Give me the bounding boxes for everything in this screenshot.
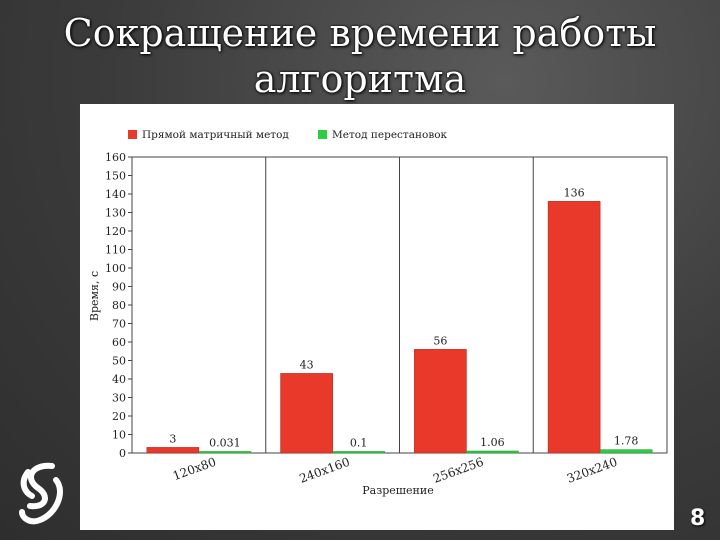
bar [547,201,601,454]
legend-entry: Метод перестановок [332,129,448,141]
bar [466,450,519,454]
data-label: 0.1 [350,437,368,450]
y-tick-label: 110 [105,244,126,257]
x-axis-label: Разрешение [362,484,433,497]
x-tick-label: 240x160 [297,455,351,486]
bar [414,349,467,454]
y-tick-label: 150 [105,170,126,183]
chart-panel: Время, с Разрешение 0 10 20 30 40 50 60 70 80 90 1… [80,104,674,530]
y-tick-label: 40 [112,373,126,386]
page-number: 8 [690,506,706,531]
bar [146,447,200,454]
data-label: 1.78 [614,435,639,448]
x-tick-label: 120x80 [171,455,218,484]
y-tick-label: 10 [112,429,126,442]
bar [280,373,333,454]
y-tick-label: 160 [105,151,126,164]
y-tick-label: 50 [112,355,126,368]
y-tick-label: 80 [112,299,126,312]
data-label: 0.031 [209,437,241,450]
y-tick-label: 100 [105,262,126,275]
y-tick-label: 130 [105,207,126,220]
x-tick-label: 256x256 [431,455,485,486]
data-label: 56 [433,334,447,347]
bar [198,451,252,454]
legend-swatch [318,130,327,139]
bar-chart: Время, с Разрешение 0 10 20 30 40 50 60 70 80 90 1… [88,129,668,497]
legend-entry: Прямой матричный метод [142,129,289,141]
y-axis-label: Время, с [88,271,101,321]
y-tick-label: 60 [112,336,126,349]
slide-title-line-2: алгоритма [253,57,467,101]
y-tick-label: 70 [112,318,126,331]
legend-swatch [128,130,137,139]
bar [332,451,385,454]
y-tick-label: 30 [112,392,126,405]
data-label: 136 [564,186,585,199]
x-tick-label: 320x240 [565,455,619,486]
slide-title: Сокращение времени работы алгоритма [0,10,720,102]
data-label: 3 [169,432,176,445]
y-tick-label: 0 [119,447,126,460]
y-tick-label: 90 [112,281,126,294]
bar [599,449,653,454]
y-tick-label: 140 [105,188,126,201]
y-tick-label: 120 [105,225,126,238]
logo-icon [19,462,63,525]
slide-title-line-1: Сокращение времени работы [63,11,657,55]
data-label: 43 [300,358,314,371]
data-label: 1.06 [480,436,505,449]
y-tick-label: 20 [112,410,126,423]
